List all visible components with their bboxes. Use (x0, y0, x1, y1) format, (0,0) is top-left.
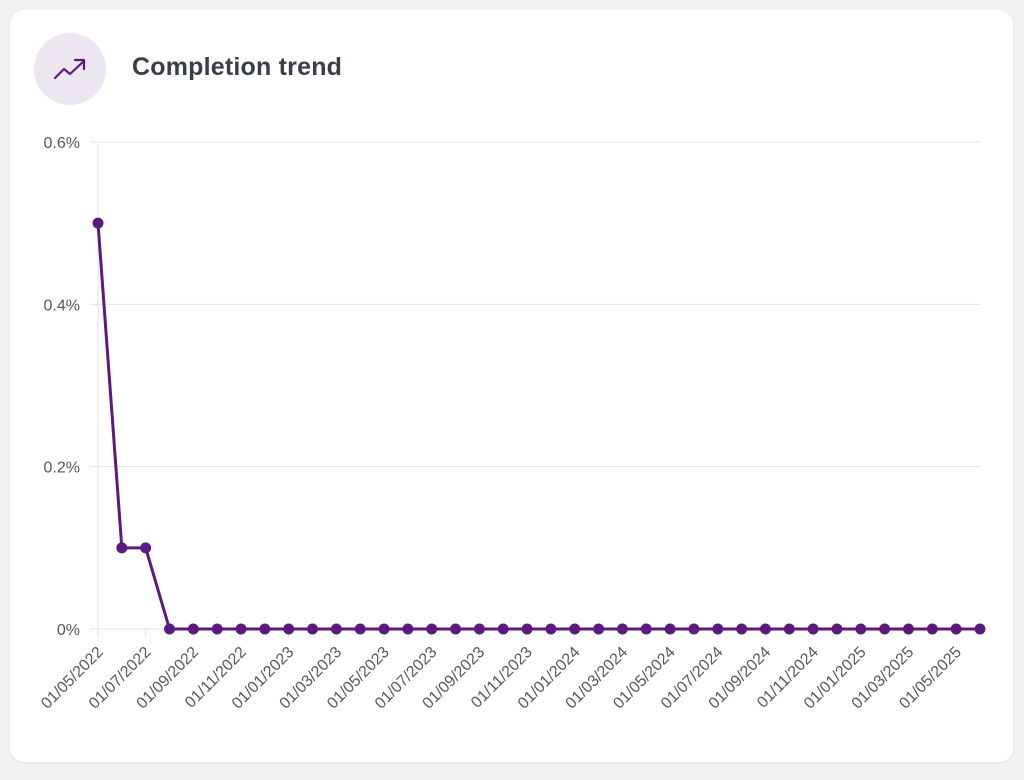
series-line (96, 223, 980, 631)
data-point (759, 623, 771, 635)
data-point (664, 623, 676, 635)
data-point (902, 623, 914, 635)
chart-title: Completion trend (132, 53, 343, 81)
data-point (92, 217, 104, 229)
data-point (354, 623, 366, 635)
data-point (521, 623, 533, 635)
data-point (473, 623, 485, 635)
data-point (140, 542, 152, 554)
data-point (116, 542, 128, 554)
data-point (211, 623, 223, 635)
data-point (450, 623, 462, 635)
y-tick-label: 0% (57, 622, 80, 639)
data-point (736, 623, 748, 635)
data-point (545, 623, 557, 635)
data-point (307, 623, 319, 635)
data-point (831, 623, 843, 635)
data-point (688, 623, 700, 635)
data-point (283, 623, 295, 635)
data-point (926, 623, 938, 635)
data-point (783, 623, 795, 635)
data-point (330, 623, 342, 635)
data-point (569, 623, 581, 635)
data-point (974, 623, 986, 635)
y-tick-label: 0.4% (44, 297, 80, 314)
data-point (235, 623, 247, 635)
data-point (950, 623, 962, 635)
data-point (855, 623, 867, 635)
y-tick-label: 0.6% (44, 135, 80, 152)
data-point (259, 623, 271, 635)
chart-card: Completion trend (10, 10, 1013, 762)
y-tick-label: 0.2% (44, 460, 80, 477)
trend-up-icon (34, 33, 106, 105)
data-point (593, 623, 605, 635)
data-point (497, 623, 509, 635)
data-point (402, 623, 414, 635)
data-point (712, 623, 724, 635)
data-point (640, 623, 652, 635)
data-point (879, 623, 891, 635)
data-point (378, 623, 390, 635)
data-point (187, 623, 199, 635)
data-point (426, 623, 438, 635)
data-point (616, 623, 628, 635)
data-point (164, 623, 176, 635)
data-point (807, 623, 819, 635)
